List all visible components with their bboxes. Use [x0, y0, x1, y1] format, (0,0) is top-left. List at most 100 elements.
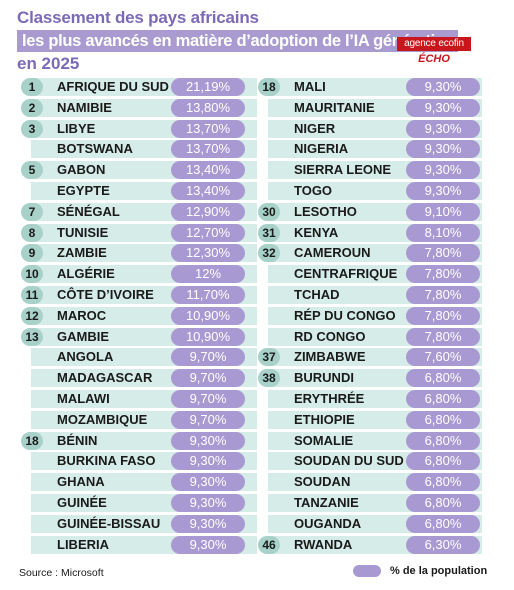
chart-title-line-1: Classement des pays africains	[17, 8, 259, 27]
country-name: RÉP DU CONGO	[294, 307, 396, 323]
table-row: 30 LESOTHO 9,10%	[258, 202, 482, 221]
table-row: GUINÉE-BISSAU 9,30%	[21, 514, 257, 533]
country-name: GUINÉE	[57, 495, 107, 510]
country-name: OUGANDA	[294, 515, 362, 531]
country-name: ZIMBABWE	[294, 349, 366, 365]
legend-swatch	[353, 565, 381, 577]
value-pill: 12,30%	[171, 244, 245, 263]
table-row: NIGER 9,30%	[258, 119, 482, 138]
legend-label: % de la population	[390, 565, 488, 577]
country-name: AFRIQUE DU SUD	[57, 79, 169, 94]
country-name: MAROC	[57, 307, 107, 323]
table-row: GHANA 9,30%	[21, 473, 257, 492]
value-pill: 9,30%	[171, 452, 245, 471]
value-pill: 10,90%	[171, 327, 245, 346]
country-name: ETHIOPIE	[294, 411, 355, 427]
value-pill: 7,80%	[406, 327, 480, 346]
table-row: 7 SÉNÉGAL 12,90%	[21, 202, 257, 221]
rank-badge: 1	[21, 78, 43, 96]
table-row: SOUDAN DU SUD 6,80%	[258, 452, 482, 471]
rank-badge: 11	[21, 286, 43, 304]
table-row: ERYTHRÉE 6,80%	[258, 390, 482, 408]
value-pill: 7,80%	[406, 244, 480, 263]
value-pill: 6,30%	[406, 535, 480, 554]
country-name: NAMIBIE	[57, 99, 112, 115]
country-name: BURKINA FASO	[57, 453, 156, 469]
chart-title-line-2: les plus avancés en matière d’adoption d…	[17, 30, 458, 52]
country-name: LIBERIA	[57, 536, 109, 552]
table-row: 1 AFRIQUE DU SUD 21,19%	[21, 78, 257, 96]
country-name: EGYPTE	[57, 183, 110, 198]
country-name: MADAGASCAR	[57, 370, 153, 386]
country-name: SOMALIE	[294, 432, 354, 448]
value-pill: 12,70%	[171, 223, 245, 242]
logo-bottom-text: ÉCHO	[418, 53, 450, 65]
value-pill: 9,30%	[171, 494, 245, 512]
rank-badge: 37	[258, 348, 280, 367]
value-pill: 9,30%	[171, 535, 245, 554]
country-name: SOUDAN DU SUD	[294, 453, 404, 469]
table-row: 32 CAMEROUN 7,80%	[258, 244, 482, 263]
table-row: 5 GABON 13,40%	[21, 161, 257, 180]
rank-badge: 46	[258, 535, 280, 554]
value-pill: 6,80%	[406, 390, 480, 408]
country-name: BOTSWANA	[57, 141, 133, 157]
country-name: MAURITANIE	[294, 99, 375, 115]
table-row: RD CONGO 7,80%	[258, 327, 482, 346]
value-pill: 10,90%	[171, 306, 245, 325]
value-pill: 12%	[171, 265, 245, 284]
table-row: 13 GAMBIE 10,90%	[21, 327, 257, 346]
table-row: 18 MALI 9,30%	[258, 78, 482, 96]
country-name: BÉNIN	[57, 432, 98, 448]
value-pill: 7,80%	[406, 286, 480, 304]
value-pill: 6,80%	[406, 369, 480, 388]
rank-badge: 9	[21, 244, 43, 263]
rank-badge: 8	[21, 223, 43, 242]
rank-badge: 18	[21, 431, 43, 450]
rank-badge: 5	[21, 161, 43, 180]
table-row: TOGO 9,30%	[258, 182, 482, 200]
value-pill: 9,30%	[406, 98, 480, 117]
table-row: 31 KENYA 8,10%	[258, 223, 482, 242]
country-name: TOGO	[294, 183, 333, 198]
country-name: SIERRA LEONE	[294, 162, 392, 178]
value-pill: 9,70%	[171, 390, 245, 408]
rank-badge: 30	[258, 202, 280, 221]
table-row: MALAWI 9,70%	[21, 390, 257, 408]
country-name: ANGOLA	[57, 349, 114, 365]
rank-badge: 38	[258, 369, 280, 388]
rank-badge: 10	[21, 265, 43, 284]
table-row: NIGERIA 9,30%	[258, 140, 482, 159]
rank-badge: 2	[21, 98, 43, 117]
value-pill: 9,30%	[406, 78, 480, 96]
country-name: MOZAMBIQUE	[57, 411, 148, 427]
value-pill: 9,70%	[171, 410, 245, 429]
table-row: LIBERIA 9,30%	[21, 535, 257, 554]
value-pill: 13,70%	[171, 140, 245, 159]
table-row: OUGANDA 6,80%	[258, 514, 482, 533]
country-name: KENYA	[294, 224, 339, 240]
value-pill: 13,70%	[171, 119, 245, 138]
country-name: NIGER	[294, 120, 336, 136]
table-row: 3 LIBYE 13,70%	[21, 119, 257, 138]
country-name: MALI	[294, 79, 326, 94]
table-row: 8 TUNISIE 12,70%	[21, 223, 257, 242]
rank-badge: 12	[21, 306, 43, 325]
value-pill: 13,40%	[171, 161, 245, 180]
value-pill: 8,10%	[406, 223, 480, 242]
country-name: ERYTHRÉE	[294, 391, 365, 406]
rank-badge: 3	[21, 119, 43, 138]
country-name: LIBYE	[57, 120, 96, 136]
table-row: 12 MAROC 10,90%	[21, 306, 257, 325]
value-pill: 6,80%	[406, 473, 480, 492]
value-pill: 9,30%	[406, 182, 480, 200]
table-row: GUINÉE 9,30%	[21, 494, 257, 512]
table-row: 38 BURUNDI 6,80%	[258, 369, 482, 388]
country-name: GAMBIE	[57, 328, 109, 344]
table-row: MOZAMBIQUE 9,70%	[21, 410, 257, 429]
value-pill: 9,70%	[171, 369, 245, 388]
chart-title-line-3: en 2025	[17, 54, 80, 73]
value-pill: 6,80%	[406, 452, 480, 471]
country-name: RWANDA	[294, 536, 353, 552]
